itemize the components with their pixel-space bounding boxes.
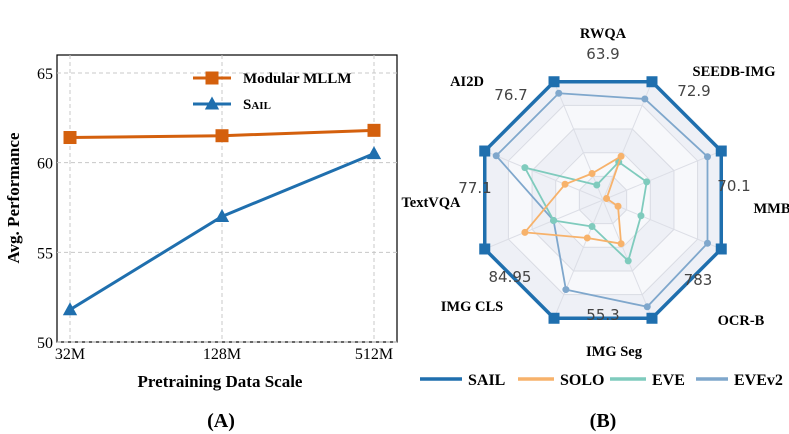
legend-label: SAIL xyxy=(468,372,505,389)
radar-point xyxy=(617,152,625,160)
axis-max-value-label: 76.7 xyxy=(494,86,527,104)
radar-point xyxy=(624,257,632,265)
legend-label: SOLO xyxy=(560,372,604,389)
axis-max-value-label: 55.3 xyxy=(586,306,619,324)
radar-point xyxy=(561,180,569,188)
radar-point xyxy=(588,222,596,230)
radar-point xyxy=(703,153,711,161)
radar-point xyxy=(646,312,658,324)
radar-spoke xyxy=(484,199,604,250)
legend: Modular MLLM Sail xyxy=(193,71,351,113)
axis-max-value-label: 70.1 xyxy=(717,177,750,195)
x-tick-label: 32M xyxy=(55,346,85,363)
y-tick-label: 60 xyxy=(37,156,53,173)
x-tick-label: 128M xyxy=(203,346,241,363)
legend-marker xyxy=(205,71,219,85)
radar-point xyxy=(583,234,591,242)
legend-label: EVEv2 xyxy=(734,372,783,389)
radar-series xyxy=(479,76,727,324)
axis-name-label: RWQA xyxy=(580,26,627,42)
axis-max-value-label: 77.1 xyxy=(458,179,491,197)
axis-max-value-label: 783 xyxy=(684,271,713,289)
radar-point xyxy=(588,170,596,178)
radar-spoke xyxy=(553,199,604,319)
radar-point xyxy=(617,240,625,248)
x-tick-label: 512M xyxy=(355,346,393,363)
radar-spoke xyxy=(602,199,722,250)
radar-point xyxy=(521,228,529,236)
radar-spoke xyxy=(602,150,722,201)
legend-marker xyxy=(204,96,220,110)
radar-point xyxy=(641,95,649,103)
axis-name-label: AI2D xyxy=(450,74,484,90)
radar-point xyxy=(643,303,651,311)
radar-point xyxy=(614,202,622,210)
y-axis-label: Avg. Performance xyxy=(4,132,23,263)
radar-spoke xyxy=(553,81,604,201)
plot-area-frame xyxy=(56,54,398,343)
legend-label: EVE xyxy=(652,372,685,389)
data-point xyxy=(214,208,230,222)
data-point xyxy=(367,123,381,137)
radar-spoke xyxy=(484,150,604,201)
y-tick-label: 55 xyxy=(37,245,53,262)
x-axis-label: Pretraining Data Scale xyxy=(138,372,303,391)
axis-max-value-label: 84.95 xyxy=(489,268,532,286)
axis-name-label: IMG Seg xyxy=(586,344,643,360)
data-point xyxy=(62,302,78,316)
radar-point xyxy=(479,145,491,157)
axis-name-label: MMB xyxy=(753,201,789,217)
radar-point xyxy=(548,312,560,324)
y-tick-labels: 50 55 60 65 xyxy=(37,66,53,352)
panel-a-line-chart: 50 55 60 65 32M 128M 512M Modular MLLM Sail Pr… xyxy=(4,54,398,432)
radar-point xyxy=(646,76,658,88)
radar-point xyxy=(548,76,560,88)
radar-point xyxy=(715,145,727,157)
y-tick-label: 65 xyxy=(37,66,53,83)
series-lines xyxy=(62,123,382,316)
axis-name-label: IMG CLS xyxy=(441,299,503,315)
data-point xyxy=(366,146,382,160)
radar-point xyxy=(555,89,563,97)
axis-max-value-label: 72.9 xyxy=(677,82,710,100)
radar-point xyxy=(703,239,711,247)
radar-point xyxy=(715,243,727,255)
axis-name-label: SEEDB-IMG xyxy=(693,64,776,80)
axis-name-label: OCR-B xyxy=(718,313,765,329)
radar-point xyxy=(593,181,601,189)
radar-point xyxy=(643,178,651,186)
radar-point xyxy=(562,286,570,294)
data-point xyxy=(215,129,229,143)
radar-grid xyxy=(484,81,722,319)
axis-max-value-label: 63.9 xyxy=(586,45,619,63)
panel-label-b: (B) xyxy=(590,410,617,432)
x-tick-labels: 32M 128M 512M xyxy=(55,346,393,363)
gridlines xyxy=(57,55,397,343)
radar-point xyxy=(550,216,558,224)
y-tick-label: 50 xyxy=(37,335,53,352)
radar-point xyxy=(521,164,529,172)
radar-point xyxy=(637,212,645,220)
legend-label: Sail xyxy=(243,97,271,113)
axis-name-label: TextVQA xyxy=(401,195,461,211)
radar-point xyxy=(479,243,491,255)
legend-label: Modular MLLM xyxy=(243,71,351,87)
legend: SAIL SOLO EVE EVEv2 xyxy=(420,372,783,389)
panel-label-a: (A) xyxy=(207,410,235,432)
radar-point xyxy=(492,152,500,160)
data-point xyxy=(63,131,77,145)
radar-point xyxy=(603,195,611,203)
